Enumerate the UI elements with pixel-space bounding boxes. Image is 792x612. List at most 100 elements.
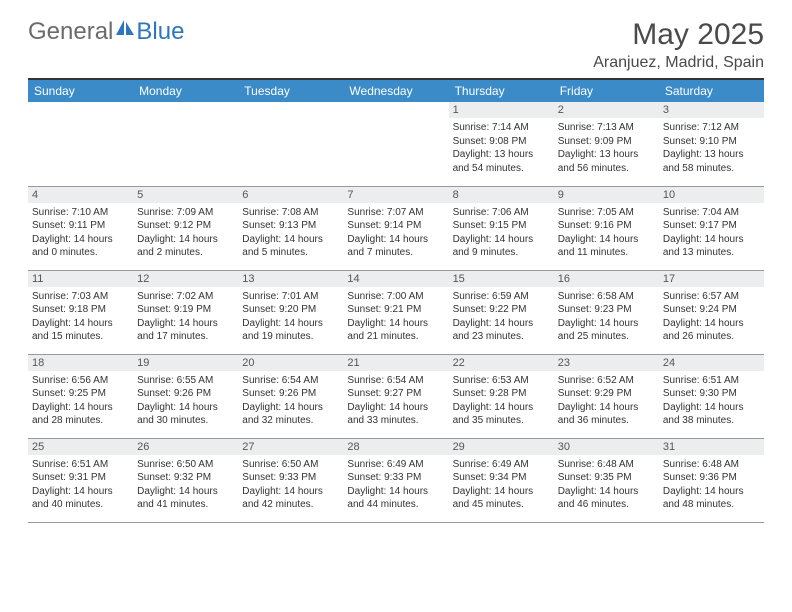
day-number: 26 [133, 439, 238, 455]
day-number: 7 [343, 187, 448, 203]
daylight-text: Daylight: 13 hours and 56 minutes. [558, 148, 655, 175]
sunset-text: Sunset: 9:09 PM [558, 135, 655, 149]
calendar-day-cell: 3Sunrise: 7:12 AMSunset: 9:10 PMDaylight… [659, 102, 764, 186]
weekday-header: Friday [554, 80, 659, 102]
sunrise-text: Sunrise: 7:07 AM [347, 206, 444, 220]
sunrise-text: Sunrise: 6:58 AM [558, 290, 655, 304]
day-details: Sunrise: 7:06 AMSunset: 9:15 PMDaylight:… [449, 203, 554, 264]
day-number: 16 [554, 271, 659, 287]
calendar-week-row: 11Sunrise: 7:03 AMSunset: 9:18 PMDayligh… [28, 270, 764, 354]
sunset-text: Sunset: 9:08 PM [453, 135, 550, 149]
day-details: Sunrise: 6:51 AMSunset: 9:31 PMDaylight:… [28, 455, 133, 516]
calendar-day-cell [28, 102, 133, 186]
daylight-text: Daylight: 14 hours and 44 minutes. [347, 485, 444, 512]
weekday-header: Sunday [28, 80, 133, 102]
daylight-text: Daylight: 14 hours and 25 minutes. [558, 317, 655, 344]
day-number: 19 [133, 355, 238, 371]
sunrise-text: Sunrise: 6:51 AM [663, 374, 760, 388]
day-number: 12 [133, 271, 238, 287]
day-details: Sunrise: 7:14 AMSunset: 9:08 PMDaylight:… [449, 118, 554, 179]
sunset-text: Sunset: 9:29 PM [558, 387, 655, 401]
calendar-week-row: 18Sunrise: 6:56 AMSunset: 9:25 PMDayligh… [28, 354, 764, 438]
daylight-text: Daylight: 14 hours and 41 minutes. [137, 485, 234, 512]
day-number: 18 [28, 355, 133, 371]
sunset-text: Sunset: 9:16 PM [558, 219, 655, 233]
calendar-day-cell: 27Sunrise: 6:50 AMSunset: 9:33 PMDayligh… [238, 438, 343, 522]
day-details: Sunrise: 7:01 AMSunset: 9:20 PMDaylight:… [238, 287, 343, 348]
sunset-text: Sunset: 9:18 PM [32, 303, 129, 317]
daylight-text: Daylight: 14 hours and 19 minutes. [242, 317, 339, 344]
daylight-text: Daylight: 14 hours and 33 minutes. [347, 401, 444, 428]
day-details: Sunrise: 7:03 AMSunset: 9:18 PMDaylight:… [28, 287, 133, 348]
sunrise-text: Sunrise: 7:08 AM [242, 206, 339, 220]
calendar-day-cell [133, 102, 238, 186]
calendar-day-cell: 15Sunrise: 6:59 AMSunset: 9:22 PMDayligh… [449, 270, 554, 354]
sunset-text: Sunset: 9:33 PM [347, 471, 444, 485]
calendar-week-row: 4Sunrise: 7:10 AMSunset: 9:11 PMDaylight… [28, 186, 764, 270]
sunset-text: Sunset: 9:31 PM [32, 471, 129, 485]
sunset-text: Sunset: 9:25 PM [32, 387, 129, 401]
day-details: Sunrise: 6:56 AMSunset: 9:25 PMDaylight:… [28, 371, 133, 432]
day-details: Sunrise: 6:58 AMSunset: 9:23 PMDaylight:… [554, 287, 659, 348]
daylight-text: Daylight: 14 hours and 35 minutes. [453, 401, 550, 428]
daylight-text: Daylight: 14 hours and 13 minutes. [663, 233, 760, 260]
day-number: 13 [238, 271, 343, 287]
daylight-text: Daylight: 14 hours and 9 minutes. [453, 233, 550, 260]
day-details: Sunrise: 7:07 AMSunset: 9:14 PMDaylight:… [343, 203, 448, 264]
daylight-text: Daylight: 14 hours and 38 minutes. [663, 401, 760, 428]
sunset-text: Sunset: 9:21 PM [347, 303, 444, 317]
day-number: 24 [659, 355, 764, 371]
day-details: Sunrise: 6:55 AMSunset: 9:26 PMDaylight:… [133, 371, 238, 432]
sunset-text: Sunset: 9:22 PM [453, 303, 550, 317]
sunrise-text: Sunrise: 7:03 AM [32, 290, 129, 304]
day-number: 11 [28, 271, 133, 287]
calendar-body: 1Sunrise: 7:14 AMSunset: 9:08 PMDaylight… [28, 102, 764, 522]
daylight-text: Daylight: 14 hours and 7 minutes. [347, 233, 444, 260]
weekday-row: SundayMondayTuesdayWednesdayThursdayFrid… [28, 80, 764, 102]
daylight-text: Daylight: 14 hours and 15 minutes. [32, 317, 129, 344]
calendar-week-row: 25Sunrise: 6:51 AMSunset: 9:31 PMDayligh… [28, 438, 764, 522]
day-number: 23 [554, 355, 659, 371]
calendar-day-cell: 17Sunrise: 6:57 AMSunset: 9:24 PMDayligh… [659, 270, 764, 354]
sunset-text: Sunset: 9:19 PM [137, 303, 234, 317]
sunset-text: Sunset: 9:36 PM [663, 471, 760, 485]
calendar-day-cell: 9Sunrise: 7:05 AMSunset: 9:16 PMDaylight… [554, 186, 659, 270]
calendar-day-cell: 1Sunrise: 7:14 AMSunset: 9:08 PMDaylight… [449, 102, 554, 186]
sunset-text: Sunset: 9:10 PM [663, 135, 760, 149]
day-details: Sunrise: 6:49 AMSunset: 9:33 PMDaylight:… [343, 455, 448, 516]
calendar-day-cell: 8Sunrise: 7:06 AMSunset: 9:15 PMDaylight… [449, 186, 554, 270]
day-details: Sunrise: 6:54 AMSunset: 9:27 PMDaylight:… [343, 371, 448, 432]
day-number: 10 [659, 187, 764, 203]
calendar-day-cell: 29Sunrise: 6:49 AMSunset: 9:34 PMDayligh… [449, 438, 554, 522]
day-details: Sunrise: 6:57 AMSunset: 9:24 PMDaylight:… [659, 287, 764, 348]
day-number: 14 [343, 271, 448, 287]
sunrise-text: Sunrise: 6:51 AM [32, 458, 129, 472]
day-details: Sunrise: 6:59 AMSunset: 9:22 PMDaylight:… [449, 287, 554, 348]
daylight-text: Daylight: 14 hours and 40 minutes. [32, 485, 129, 512]
day-number: 22 [449, 355, 554, 371]
sunrise-text: Sunrise: 6:59 AM [453, 290, 550, 304]
daylight-text: Daylight: 13 hours and 58 minutes. [663, 148, 760, 175]
day-number: 5 [133, 187, 238, 203]
sunset-text: Sunset: 9:23 PM [558, 303, 655, 317]
day-number: 8 [449, 187, 554, 203]
calendar-day-cell: 16Sunrise: 6:58 AMSunset: 9:23 PMDayligh… [554, 270, 659, 354]
calendar-day-cell: 20Sunrise: 6:54 AMSunset: 9:26 PMDayligh… [238, 354, 343, 438]
day-details: Sunrise: 7:08 AMSunset: 9:13 PMDaylight:… [238, 203, 343, 264]
calendar-day-cell: 2Sunrise: 7:13 AMSunset: 9:09 PMDaylight… [554, 102, 659, 186]
sunrise-text: Sunrise: 6:56 AM [32, 374, 129, 388]
day-details: Sunrise: 7:12 AMSunset: 9:10 PMDaylight:… [659, 118, 764, 179]
day-details: Sunrise: 6:50 AMSunset: 9:32 PMDaylight:… [133, 455, 238, 516]
sunset-text: Sunset: 9:26 PM [137, 387, 234, 401]
day-number: 29 [449, 439, 554, 455]
day-details: Sunrise: 7:02 AMSunset: 9:19 PMDaylight:… [133, 287, 238, 348]
sunset-text: Sunset: 9:30 PM [663, 387, 760, 401]
day-details: Sunrise: 6:54 AMSunset: 9:26 PMDaylight:… [238, 371, 343, 432]
calendar-day-cell: 19Sunrise: 6:55 AMSunset: 9:26 PMDayligh… [133, 354, 238, 438]
sunrise-text: Sunrise: 6:48 AM [558, 458, 655, 472]
day-number: 17 [659, 271, 764, 287]
calendar-day-cell: 31Sunrise: 6:48 AMSunset: 9:36 PMDayligh… [659, 438, 764, 522]
brand-logo: General Blue [28, 18, 184, 46]
sunrise-text: Sunrise: 6:55 AM [137, 374, 234, 388]
day-number: 3 [659, 102, 764, 118]
